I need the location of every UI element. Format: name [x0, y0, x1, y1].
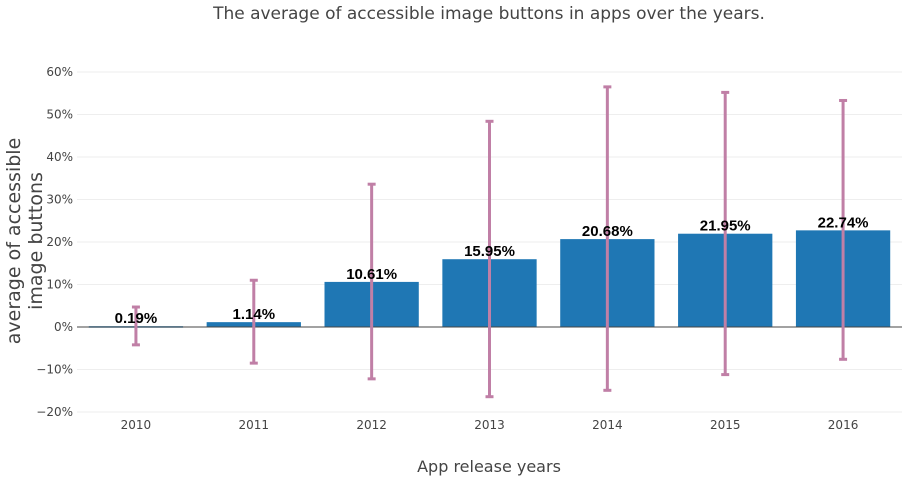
y-tick-label: 50%	[46, 108, 73, 122]
y-axis-title-line-1: average of accessible	[3, 138, 25, 345]
y-tick-label: −10%	[36, 363, 73, 377]
x-tick-label: 2011	[239, 418, 270, 432]
x-axis-ticks: 2010 2011 2012 2013 2014 2015 2016	[121, 418, 859, 432]
error-bar-2010	[131, 305, 140, 347]
error-bar-2016	[839, 98, 848, 361]
error-bars	[131, 85, 848, 399]
x-tick-label: 2015	[710, 418, 741, 432]
bars	[88, 230, 891, 328]
y-tick-label: 10%	[46, 278, 73, 292]
data-label-2010: 0.19%	[115, 310, 158, 327]
y-tick-label: 20%	[46, 235, 73, 249]
y-axis-ticks: −20% −10% 0% 10% 20% 30% 40% 50% 60%	[36, 65, 73, 419]
y-tick-label: 0%	[54, 320, 73, 334]
y-axis-title: average of accessible image buttons	[3, 138, 47, 345]
data-label-2016: 22.74%	[818, 214, 869, 231]
y-tick-label: 60%	[46, 65, 73, 79]
x-tick-label: 2012	[356, 418, 387, 432]
data-label-2014: 20.68%	[582, 223, 633, 240]
data-labels: 0.19% 1.14% 10.61% 15.95% 20.68% 21.95% 22.74%	[115, 214, 869, 327]
error-bar-2012	[367, 182, 376, 381]
y-tick-label: −20%	[36, 405, 73, 419]
x-axis-title: App release years	[417, 457, 561, 476]
error-bar-2013	[485, 119, 494, 399]
y-tick-label: 40%	[46, 150, 73, 164]
error-bar-2015	[721, 90, 730, 377]
x-tick-label: 2016	[828, 418, 859, 432]
data-label-2015: 21.95%	[700, 218, 751, 235]
data-label-2011: 1.14%	[233, 306, 276, 323]
error-bar-2014	[603, 85, 612, 392]
error-bar-2011	[249, 278, 258, 365]
data-label-2012: 10.61%	[346, 266, 397, 283]
chart-title: The average of accessible image buttons …	[212, 4, 765, 24]
x-tick-label: 2013	[474, 418, 505, 432]
x-tick-label: 2010	[121, 418, 152, 432]
y-tick-label: 30%	[46, 193, 73, 207]
x-tick-label: 2014	[592, 418, 623, 432]
data-label-2013: 15.95%	[464, 243, 515, 260]
y-axis-title-line-2: image buttons	[25, 172, 47, 310]
